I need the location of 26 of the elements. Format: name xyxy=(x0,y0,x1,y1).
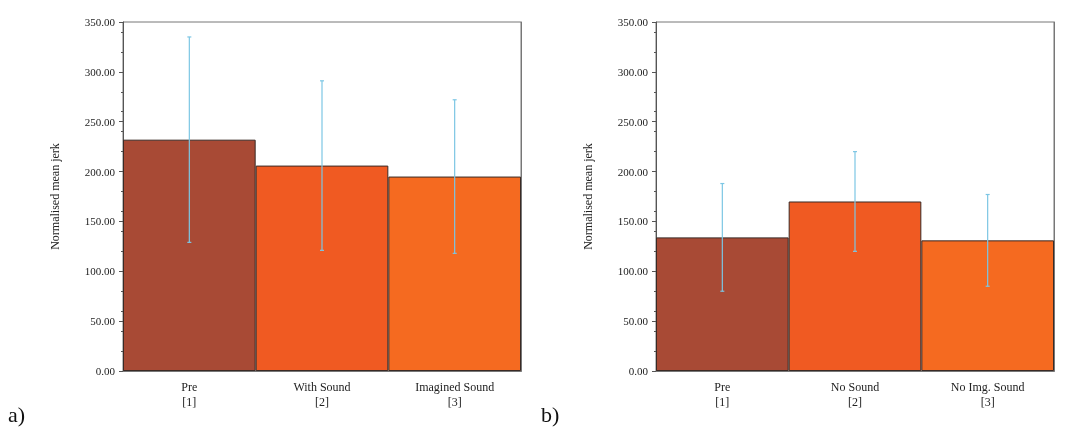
y-tick-label: 0.00 xyxy=(95,365,116,377)
y-tick-label: 250.00 xyxy=(617,115,649,128)
y-tick-label: 50.00 xyxy=(623,315,649,328)
x-tick-label: Imagined Sound [3] xyxy=(415,379,495,409)
y-tick-label: 0.00 xyxy=(628,365,649,377)
x-tick-label: With Sound [2] xyxy=(293,379,351,409)
text: a) xyxy=(8,401,26,427)
y-tick-label: 350.00 xyxy=(617,16,649,28)
x-tick-label: Pre [1] xyxy=(714,379,731,409)
y-tick-label: 250.00 xyxy=(84,115,116,128)
x-tick-label: Pre [1] xyxy=(181,379,198,409)
y-tick-label: 200.00 xyxy=(617,165,649,178)
x-tick-label: No Sound [2] xyxy=(830,379,880,409)
y-axis-title: Normalised mean jerk xyxy=(48,143,62,250)
y-tick-label: 300.00 xyxy=(84,65,116,78)
y-tick-label: 100.00 xyxy=(84,265,116,278)
y-tick-label: 150.00 xyxy=(84,215,116,228)
y-tick-label: 350.00 xyxy=(84,16,116,28)
y-axis-title: Normalised mean jerk xyxy=(581,143,595,250)
y-tick-label: 100.00 xyxy=(617,265,649,278)
y-tick-label: 50.00 xyxy=(90,315,116,328)
y-tick-label: 200.00 xyxy=(84,165,116,178)
text: b) xyxy=(541,401,560,427)
y-tick-label: 150.00 xyxy=(617,215,649,228)
y-tick-label: 300.00 xyxy=(617,65,649,78)
x-tick-label: No Img. Sound [3] xyxy=(950,379,1025,409)
